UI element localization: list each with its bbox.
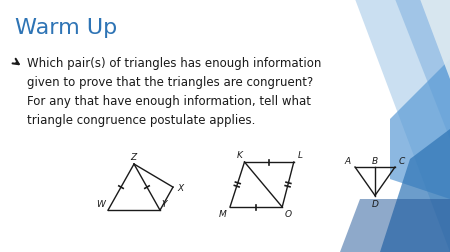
Polygon shape: [395, 0, 450, 139]
Text: Warm Up: Warm Up: [15, 18, 117, 38]
Polygon shape: [340, 199, 450, 252]
Text: W: W: [97, 199, 105, 208]
Text: M: M: [219, 210, 227, 219]
Text: K: K: [237, 151, 243, 160]
Polygon shape: [390, 60, 450, 199]
Text: Which pair(s) of triangles has enough information
given to prove that the triang: Which pair(s) of triangles has enough in…: [27, 57, 321, 127]
Text: X: X: [177, 183, 183, 192]
Text: O: O: [285, 210, 292, 219]
Polygon shape: [420, 0, 450, 80]
Polygon shape: [380, 130, 450, 252]
Text: A: A: [345, 156, 351, 165]
Text: D: D: [372, 199, 378, 208]
Text: L: L: [297, 151, 302, 160]
Polygon shape: [355, 0, 450, 252]
Text: Y: Y: [161, 199, 167, 208]
Text: B: B: [372, 156, 378, 165]
Text: Z: Z: [130, 153, 136, 162]
Text: C: C: [399, 156, 405, 165]
